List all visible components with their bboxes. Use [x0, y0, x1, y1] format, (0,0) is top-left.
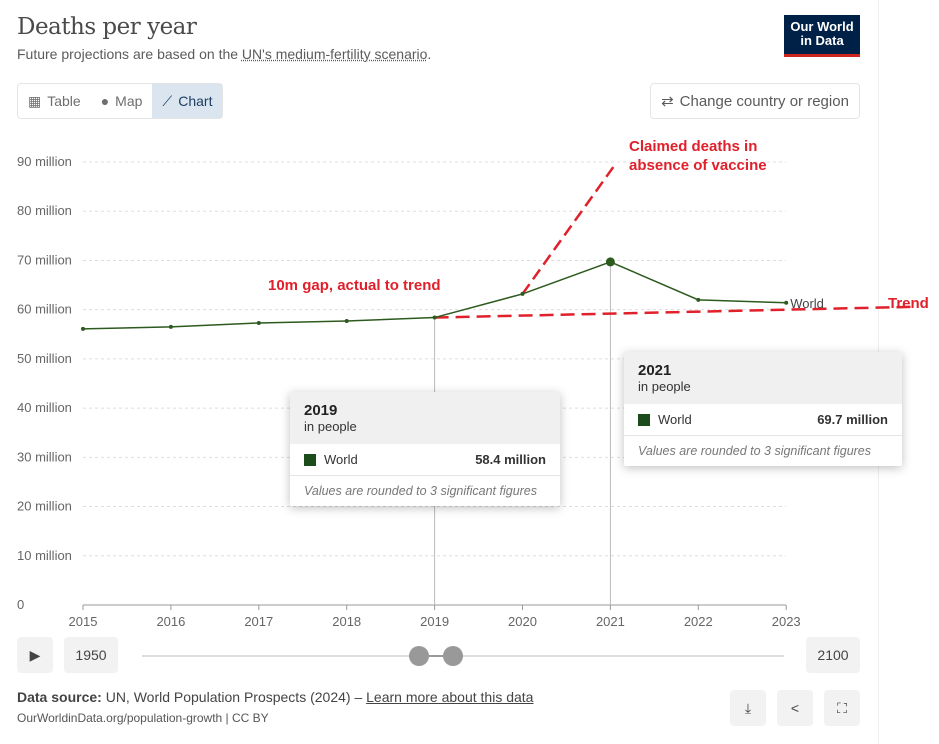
series-label: World [790, 296, 824, 311]
x-tick-label: 2015 [69, 614, 98, 629]
timeline-track[interactable] [142, 655, 784, 657]
x-tick-label: 2023 [772, 614, 801, 629]
subtitle-link[interactable]: UN's medium-fertility scenario [241, 46, 428, 62]
x-tick-label: 2021 [596, 614, 625, 629]
play-button[interactable]: ▶ [17, 637, 53, 673]
gap-label: 10m gap, actual to trend [268, 277, 441, 294]
fullscreen-icon: ⛶ [837, 699, 847, 716]
trend-label: Trend [888, 295, 929, 312]
line-chart-icon: ⟋ [162, 92, 173, 109]
tab-label: Chart [178, 93, 213, 109]
fullscreen-button[interactable]: ⛶ [824, 690, 860, 726]
vaccine-claim-line [521, 164, 616, 295]
change-country-button[interactable]: ⇄ Change country or region [650, 83, 860, 119]
y-tick-label: 10 million [17, 548, 72, 563]
vaccine-label: Claimed deaths in [629, 138, 757, 155]
timeline-range [418, 655, 454, 657]
source-label: Data source: [17, 689, 102, 705]
data-point [696, 297, 701, 302]
data-point [256, 320, 261, 325]
trend-line [434, 305, 919, 319]
y-tick-label: 90 million [17, 154, 72, 169]
data-point [168, 324, 173, 329]
tooltip-year: 2019 [304, 402, 338, 419]
tooltip-note: Values are rounded to 3 significant figu… [304, 484, 538, 498]
tooltip-unit: in people [304, 419, 357, 434]
download-button[interactable]: ⤓ [730, 690, 766, 726]
download-icon: ⤓ [744, 699, 752, 716]
x-tick-label: 2018 [332, 614, 361, 629]
learn-more-link[interactable]: Learn more about this data [366, 689, 534, 705]
data-point [520, 291, 525, 296]
tooltip-2021: 2021 in people World 69.7 million Values a… [624, 352, 902, 466]
globe-icon: ● [100, 93, 110, 109]
data-source: Data source: UN, World Population Prospe… [17, 689, 533, 705]
tooltip-year: 2021 [638, 362, 672, 379]
data-point [81, 326, 85, 331]
subtitle-text: Future projections are based on the [17, 46, 242, 62]
x-tick-label: 2017 [244, 614, 273, 629]
y-tick-label: 60 million [17, 302, 72, 317]
swap-icon: ⇄ [661, 93, 674, 110]
x-tick-label: 2022 [684, 614, 713, 629]
series-swatch [304, 453, 316, 466]
share-icon: < [790, 700, 800, 716]
tooltip-unit: in people [638, 379, 691, 394]
tooltip-series: World [658, 412, 692, 427]
line-chart: 0 10 million 20 million 30 million 40 millio… [17, 138, 929, 629]
x-tick-label: 2020 [508, 614, 537, 629]
y-tick-label: 0 [17, 597, 24, 612]
data-point [784, 300, 789, 305]
y-tick-label: 30 million [17, 449, 72, 464]
timeline-end[interactable]: 2100 [806, 637, 860, 673]
data-point [605, 257, 615, 267]
tooltip-note: Values are rounded to 3 significant figu… [638, 444, 872, 458]
y-tick-label: 50 million [17, 351, 72, 366]
y-tick-label: 80 million [17, 203, 72, 218]
tab-label: Table [47, 93, 81, 109]
y-tick-label: 20 million [17, 499, 72, 514]
chart-subtitle: Future projections are based on the UN's… [17, 46, 431, 62]
chart-title: Deaths per year [17, 14, 197, 40]
timeline-start[interactable]: 1950 [64, 637, 118, 673]
tooltip-value: 58.4 million [475, 452, 546, 467]
source-text: UN, World Population Prospects (2024) – [101, 689, 367, 705]
tab-table[interactable]: ▦ Table [18, 84, 91, 118]
x-tick-label: 2016 [156, 614, 185, 629]
data-point [432, 315, 437, 320]
x-tick-label: 2019 [420, 614, 449, 629]
tooltip-2019: 2019 in people World 58.4 million Values a… [290, 392, 560, 506]
y-tick-label: 40 million [17, 400, 72, 415]
series-swatch [638, 413, 650, 426]
y-tick-label: 70 million [17, 252, 72, 267]
change-country-label: Change country or region [679, 92, 849, 110]
owid-logo[interactable]: Our World in Data [784, 15, 860, 57]
timeline-end-handle[interactable] [443, 646, 463, 666]
tab-map[interactable]: ● Map [91, 84, 153, 118]
data-point [344, 319, 349, 324]
tooltip-value: 69.7 million [817, 412, 888, 427]
table-icon: ▦ [28, 92, 42, 109]
play-icon: ▶ [29, 646, 41, 663]
source-url[interactable]: OurWorldinData.org/population-growth | C… [17, 711, 269, 725]
timeline-start-handle[interactable] [409, 646, 429, 666]
vaccine-label: absence of vaccine [629, 157, 767, 174]
tab-chart[interactable]: ⟋ Chart [152, 84, 223, 118]
view-tabs: ▦ Table ● Map ⟋ Chart [17, 83, 224, 119]
tab-label: Map [115, 93, 143, 109]
subtitle-end: . [427, 46, 432, 62]
tooltip-series: World [324, 452, 358, 467]
share-button[interactable]: < [777, 690, 813, 726]
